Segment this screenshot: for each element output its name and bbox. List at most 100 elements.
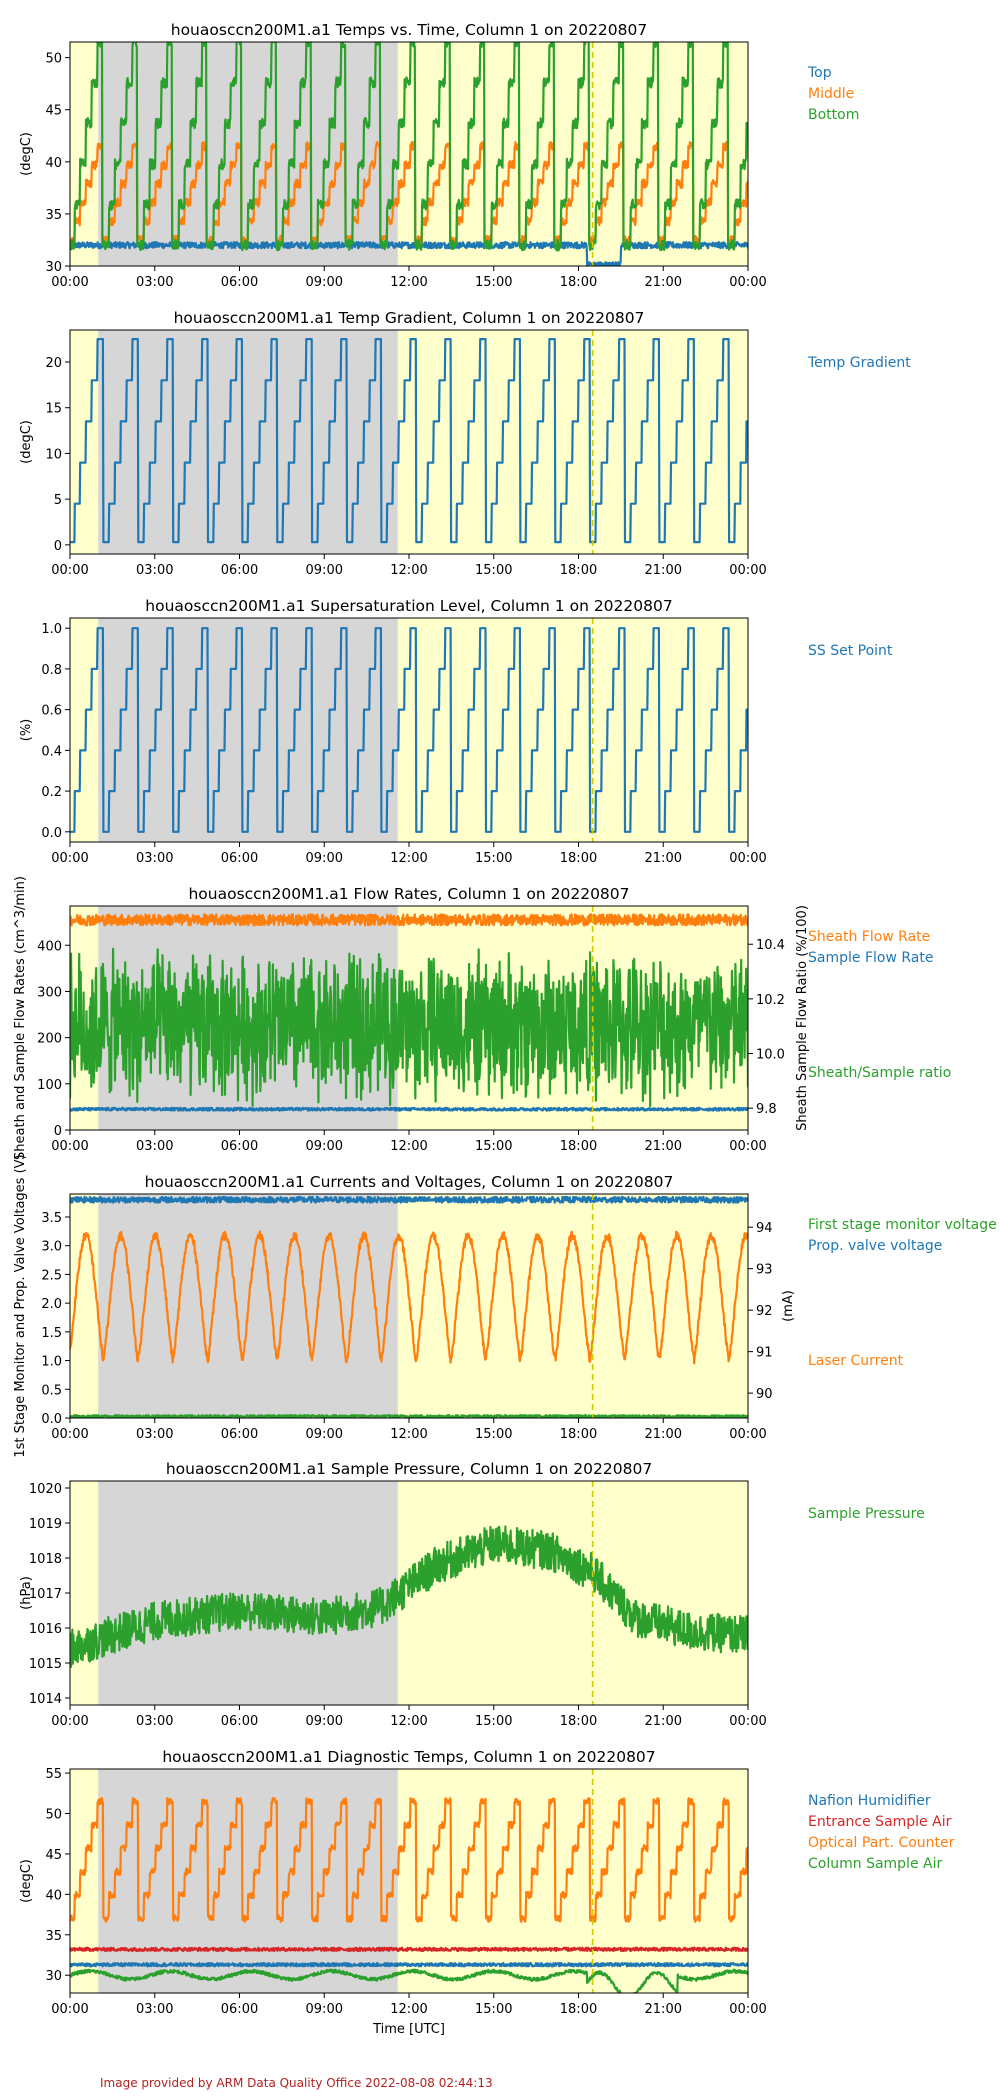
y-right-tick-label: 94 (756, 1221, 773, 1236)
x-tick-label: 00:00 (729, 1714, 766, 1729)
series-group (70, 42, 748, 266)
x-tick-label: 21:00 (645, 563, 682, 578)
x-tick-label: 00:00 (729, 851, 766, 866)
y-tick-label: 100 (37, 1078, 62, 1093)
y-right-tick-label: 91 (756, 1346, 773, 1361)
y-tick-label: 2.0 (41, 1297, 62, 1312)
chart-title: houaosccn200M1.a1 Supersaturation Level,… (145, 597, 672, 615)
y-tick-label: 1015 (29, 1657, 62, 1672)
x-tick-label: 15:00 (475, 563, 512, 578)
y-tick-label: 3.5 (41, 1211, 62, 1226)
y-right-tick-label: 10.4 (756, 938, 785, 953)
y-tick-label: 0 (54, 539, 62, 554)
legend-entry-sheath-sample-ratio: Sheath/Sample ratio (808, 1065, 951, 1081)
x-tick-label: 12:00 (390, 1427, 427, 1442)
y-right-axis-label: (mA) (781, 1290, 796, 1322)
y-tick-label: 0.2 (41, 785, 62, 800)
x-tick-label: 15:00 (475, 275, 512, 290)
series-group (70, 913, 748, 1112)
x-tick-label: 06:00 (221, 1427, 258, 1442)
x-tick-label: 06:00 (221, 1139, 258, 1154)
x-tick-label: 21:00 (645, 1139, 682, 1154)
x-tick-label: 09:00 (306, 275, 343, 290)
y-tick-label: 1020 (29, 1482, 62, 1497)
chart-panel-6 (65, 1480, 749, 1710)
x-tick-label: 00:00 (729, 1139, 766, 1154)
chart-panel-7 (65, 1768, 749, 1998)
x-tick-label: 21:00 (645, 1427, 682, 1442)
legend-entry-prop-valve-voltage: Prop. valve voltage (808, 1238, 942, 1254)
series-line-nafion-humidifier (70, 1962, 748, 1968)
y-axis-label: (degC) (19, 1859, 34, 1903)
legend-entry-temp-gradient: Temp Gradient (807, 355, 911, 371)
series-group (70, 1525, 748, 1668)
x-tick-label: 06:00 (221, 2002, 258, 2017)
series-group (70, 1195, 748, 1418)
chart-panel-5 (65, 1193, 753, 1423)
x-tick-label: 03:00 (136, 851, 173, 866)
chart-title: houaosccn200M1.a1 Diagnostic Temps, Colu… (162, 1748, 655, 1766)
y-tick-label: 30 (45, 260, 62, 275)
chart-title: houaosccn200M1.a1 Temps vs. Time, Column… (171, 21, 648, 39)
x-tick-label: 12:00 (390, 1714, 427, 1729)
legend-entry-sample-pressure: Sample Pressure (808, 1506, 925, 1522)
series-line-bottom (70, 42, 748, 252)
legend-entry-nafion-humidifier: Nafion Humidifier (808, 1793, 931, 1809)
chart-panel-3 (65, 617, 749, 847)
series-line-middle (70, 140, 748, 246)
y-right-tick-label: 90 (756, 1387, 773, 1402)
x-tick-label: 12:00 (390, 2002, 427, 2017)
y-right-tick-label: 92 (756, 1304, 773, 1319)
series-line-laser-current (70, 1230, 748, 1365)
x-tick-label: 18:00 (560, 1427, 597, 1442)
y-right-tick-label: 9.8 (756, 1102, 777, 1117)
chart-title: houaosccn200M1.a1 Flow Rates, Column 1 o… (188, 885, 629, 903)
x-tick-label: 09:00 (306, 2002, 343, 2017)
legend-entry-sample-flow-rate: Sample Flow Rate (808, 950, 933, 966)
x-tick-label: 15:00 (475, 1427, 512, 1442)
chart-title: houaosccn200M1.a1 Temp Gradient, Column … (174, 309, 645, 327)
x-tick-label: 06:00 (221, 851, 258, 866)
legend-entry-first-stage-monitor-voltage: First stage monitor voltage (808, 1217, 997, 1233)
y-tick-label: 1017 (29, 1587, 62, 1602)
series-group (70, 627, 748, 833)
x-tick-label: 09:00 (306, 1427, 343, 1442)
legend-entry-bottom: Bottom (808, 107, 859, 123)
series-line-temp-gradient (70, 338, 748, 544)
x-tick-label: 00:00 (729, 563, 766, 578)
series-line-top (70, 240, 748, 266)
series-line-sample-pressure (70, 1525, 748, 1668)
legend-entry-top: Top (807, 65, 832, 81)
x-tick-label: 12:00 (390, 563, 427, 578)
x-tick-label: 21:00 (645, 275, 682, 290)
x-tick-label: 12:00 (390, 851, 427, 866)
x-tick-label: 21:00 (645, 1714, 682, 1729)
x-tick-label: 00:00 (51, 563, 88, 578)
x-tick-label: 18:00 (560, 1139, 597, 1154)
y-tick-label: 2.5 (41, 1268, 62, 1283)
x-tick-label: 00:00 (729, 2002, 766, 2017)
x-tick-label: 00:00 (51, 1714, 88, 1729)
x-tick-label: 03:00 (136, 1714, 173, 1729)
x-axis-label: Time [UTC] (372, 2022, 445, 2037)
x-tick-label: 18:00 (560, 851, 597, 866)
y-tick-label: 35 (45, 1929, 62, 1944)
x-tick-label: 09:00 (306, 1714, 343, 1729)
y-tick-label: 400 (37, 939, 62, 954)
y-tick-label: 50 (45, 1807, 62, 1822)
y-tick-label: 0.0 (41, 1412, 62, 1427)
x-tick-label: 15:00 (475, 2002, 512, 2017)
chart-panel-2 (65, 329, 749, 559)
x-tick-label: 09:00 (306, 851, 343, 866)
y-tick-label: 1018 (29, 1552, 62, 1567)
x-tick-label: 09:00 (306, 563, 343, 578)
y-tick-label: 55 (45, 1767, 62, 1782)
x-tick-label: 00:00 (51, 1139, 88, 1154)
series-line-ss-set-point (70, 627, 748, 833)
x-tick-label: 21:00 (645, 2002, 682, 2017)
y-right-axis-label: Sheath Sample Flow Ratio (%/100) (795, 905, 810, 1131)
y-tick-label: 0.6 (41, 704, 62, 719)
y-right-tick-label: 10.0 (756, 1048, 785, 1063)
y-tick-label: 1019 (29, 1517, 62, 1532)
